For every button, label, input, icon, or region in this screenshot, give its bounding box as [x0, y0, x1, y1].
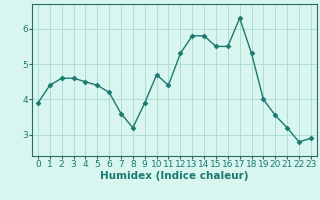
- X-axis label: Humidex (Indice chaleur): Humidex (Indice chaleur): [100, 171, 249, 181]
